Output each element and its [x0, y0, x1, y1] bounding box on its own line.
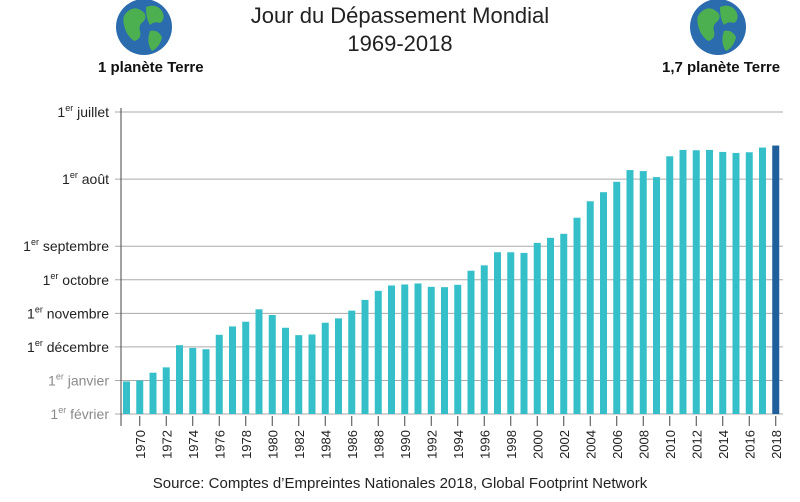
bar-1972 — [162, 367, 170, 414]
x-tick-label: 1990 — [398, 430, 413, 459]
x-tick-label: 2010 — [663, 430, 678, 459]
bar-1970 — [136, 380, 144, 414]
right-globe-label: 1,7 planète Terre — [662, 59, 781, 76]
globe-icon — [752, 0, 800, 55]
bar-1990 — [401, 284, 409, 414]
bar-2001 — [547, 237, 554, 414]
y-tick-label: 1er octobre — [43, 271, 110, 288]
chart-subtitle: 1969-2018 — [347, 31, 453, 56]
bar-1988 — [374, 290, 382, 414]
x-tick-label: 2014 — [716, 430, 731, 459]
globe-icon — [690, 0, 746, 55]
bar-2012 — [692, 150, 700, 414]
bar-1989 — [388, 285, 395, 414]
bar-2006 — [613, 181, 621, 414]
x-tick-label: 2012 — [689, 430, 704, 459]
y-tick-label: 1er septembre — [23, 237, 109, 254]
x-tick-label: 2000 — [530, 430, 545, 459]
bar-1999 — [520, 252, 528, 414]
bar-1992 — [427, 286, 435, 414]
bar-2014 — [719, 151, 727, 415]
x-tick-label: 2018 — [769, 430, 784, 459]
x-tick-label: 1998 — [504, 430, 519, 459]
x-tick-label: 1970 — [133, 430, 148, 459]
bar-1969 — [123, 381, 130, 414]
bar-1977 — [229, 326, 236, 414]
bar-2017 — [759, 147, 766, 414]
globe-icon — [116, 0, 172, 55]
bar-1985 — [335, 318, 342, 414]
y-tick-label: 1er novembre — [27, 304, 109, 321]
x-tick-label: 1996 — [477, 430, 492, 459]
bar-1979 — [255, 309, 263, 414]
bar-1982 — [295, 335, 303, 414]
x-tick-label: 1988 — [371, 430, 386, 459]
x-tick-label: 1978 — [239, 430, 254, 459]
bar-1997 — [494, 252, 501, 414]
chart-title: Jour du Dépassement Mondial — [250, 3, 550, 28]
y-axis-labels: 1er février 1er janvier 1er décembre 1er no… — [23, 103, 109, 422]
bar-1994 — [454, 284, 462, 414]
bar-1987 — [361, 299, 369, 414]
bar-2015 — [732, 152, 740, 414]
x-tick-label: 1986 — [345, 430, 360, 459]
x-tick-label: 1976 — [212, 430, 227, 459]
y-tick-label: 1er février — [50, 405, 109, 422]
bar-1991 — [414, 283, 422, 414]
bar-1993 — [441, 287, 448, 414]
bar-2013 — [706, 149, 713, 414]
left-globe-label: 1 planète Terre — [98, 59, 204, 76]
x-tick-label: 1992 — [424, 430, 439, 459]
bar-1998 — [507, 252, 515, 414]
x-tick-label: 2016 — [742, 430, 757, 459]
bar-2018 — [772, 145, 780, 415]
bar-2005 — [600, 192, 607, 414]
bar-1981 — [282, 327, 289, 414]
bar-2016 — [745, 152, 753, 414]
x-tick-label: 1974 — [186, 430, 201, 459]
y-tick-label: 1er juillet — [57, 103, 109, 120]
bar-2002 — [560, 233, 568, 414]
x-axis-labels: 1970 1972 1974 1976 1978 1980 1982 1984 1986 1988… — [133, 416, 784, 459]
bar-1980 — [268, 315, 276, 414]
y-tick-label: 1er janvier — [48, 371, 109, 388]
x-tick-label: 1972 — [159, 430, 174, 459]
bar-2011 — [679, 149, 687, 414]
bar-2007 — [626, 170, 634, 414]
bar-1986 — [348, 310, 356, 414]
bar-1996 — [480, 265, 488, 414]
y-tick-label: 1er décembre — [27, 338, 109, 355]
x-tick-label: 1994 — [451, 430, 466, 459]
x-tick-label: 2008 — [636, 430, 651, 459]
y-tick-label: 1er août — [62, 170, 109, 187]
bar-1984 — [321, 322, 329, 414]
bars — [123, 145, 780, 415]
x-tick-label: 2002 — [557, 430, 572, 459]
bar-2010 — [666, 156, 674, 414]
bar-2004 — [586, 201, 594, 414]
x-tick-label: 1984 — [318, 430, 333, 459]
x-tick-label: 1982 — [292, 430, 307, 459]
bar-2003 — [573, 217, 581, 414]
bar-1975 — [202, 349, 210, 414]
bar-2009 — [653, 177, 660, 414]
bar-1995 — [467, 270, 475, 414]
bar-1978 — [242, 321, 250, 414]
bar-1983 — [308, 334, 316, 414]
x-tick-label: 1980 — [265, 430, 280, 459]
x-tick-label: 2006 — [610, 430, 625, 459]
bar-2008 — [639, 171, 647, 414]
source-note: Source: Comptes d’Empreintes Nationales … — [152, 475, 648, 492]
bar-1971 — [149, 372, 157, 414]
bar-1974 — [189, 347, 197, 414]
bar-1976 — [215, 334, 223, 414]
x-tick-label: 2004 — [583, 430, 598, 459]
bar-1973 — [176, 345, 183, 414]
bar-2000 — [533, 242, 541, 414]
